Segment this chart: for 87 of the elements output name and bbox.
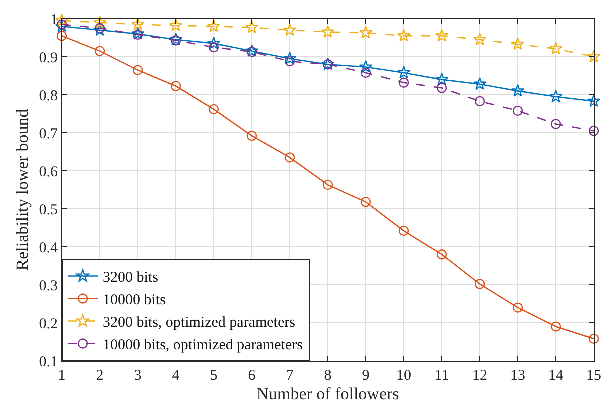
x-tick-label: 3 bbox=[134, 368, 142, 384]
x-tick-label: 10 bbox=[396, 368, 412, 384]
point bbox=[284, 56, 296, 67]
point bbox=[245, 44, 259, 57]
x-tick-label: 13 bbox=[510, 368, 526, 384]
point bbox=[587, 94, 601, 108]
point bbox=[132, 30, 144, 40]
point bbox=[283, 52, 297, 65]
x-tick-label: 14 bbox=[548, 368, 564, 384]
point bbox=[207, 36, 221, 50]
point bbox=[359, 60, 373, 73]
x-tick-label: 8 bbox=[324, 368, 332, 384]
y-tick-label: 0.7 bbox=[39, 126, 58, 142]
x-tick-label: 5 bbox=[210, 368, 218, 384]
point bbox=[359, 26, 373, 39]
point bbox=[132, 65, 144, 76]
legend-label: 10000 bits, optimized parameters bbox=[103, 338, 304, 354]
y-tick-label: 0.6 bbox=[39, 164, 58, 180]
point bbox=[435, 29, 449, 42]
point bbox=[245, 20, 259, 34]
x-axis-title: Number of followers bbox=[256, 384, 400, 404]
point bbox=[550, 322, 562, 332]
point bbox=[435, 72, 449, 86]
point bbox=[588, 334, 600, 344]
point bbox=[473, 77, 487, 90]
point bbox=[321, 25, 335, 38]
point bbox=[207, 20, 221, 32]
legend-label: 10000 bits bbox=[103, 292, 166, 309]
point bbox=[56, 20, 68, 30]
legend-label: 3200 bits, optimized parameters bbox=[103, 315, 296, 332]
point bbox=[169, 18, 183, 32]
point bbox=[360, 197, 372, 208]
y-tick-label: 0.1 bbox=[39, 354, 58, 370]
point bbox=[588, 126, 600, 136]
point bbox=[474, 279, 486, 290]
x-tick-label: 4 bbox=[172, 368, 180, 384]
point bbox=[511, 84, 525, 97]
legend-label: 3200 bits bbox=[103, 270, 159, 286]
point bbox=[170, 36, 182, 46]
point bbox=[208, 104, 220, 115]
point bbox=[398, 78, 410, 88]
point bbox=[94, 46, 106, 56]
point bbox=[398, 226, 410, 236]
x-tick-label: 6 bbox=[248, 368, 256, 384]
y-tick-label: 0.2 bbox=[39, 316, 58, 332]
point bbox=[246, 130, 258, 142]
x-tick-label: 7 bbox=[286, 368, 294, 384]
point bbox=[397, 29, 411, 42]
y-tick-label: 0.5 bbox=[39, 202, 58, 218]
point bbox=[550, 119, 562, 130]
y-tick-label: 0.8 bbox=[39, 88, 58, 104]
point bbox=[511, 38, 525, 50]
point bbox=[284, 152, 296, 163]
point bbox=[170, 81, 182, 92]
point bbox=[322, 180, 334, 190]
point bbox=[94, 23, 106, 34]
y-tick-label: 1 bbox=[50, 12, 58, 28]
point bbox=[512, 106, 524, 116]
x-tick-label: 11 bbox=[434, 368, 450, 384]
point bbox=[55, 20, 69, 32]
point bbox=[360, 68, 372, 78]
point bbox=[512, 302, 524, 313]
y-tick-label: 0.3 bbox=[39, 278, 58, 294]
x-tick-label: 15 bbox=[586, 368, 602, 384]
y-tick-label: 0.4 bbox=[39, 240, 58, 256]
point bbox=[436, 250, 448, 260]
y-tick-label: 0.9 bbox=[39, 50, 58, 66]
point bbox=[93, 16, 107, 28]
point bbox=[246, 46, 258, 58]
x-tick-label: 12 bbox=[472, 368, 488, 384]
point bbox=[587, 50, 601, 63]
point bbox=[436, 83, 448, 94]
point bbox=[549, 90, 563, 103]
point bbox=[474, 96, 486, 107]
point bbox=[93, 24, 107, 36]
point bbox=[131, 18, 145, 30]
point bbox=[131, 27, 145, 40]
point bbox=[169, 33, 183, 46]
point bbox=[473, 33, 487, 46]
point bbox=[549, 42, 563, 55]
point bbox=[56, 31, 68, 42]
point bbox=[397, 66, 411, 79]
x-tick-label: 9 bbox=[362, 368, 370, 384]
point bbox=[208, 42, 220, 53]
point bbox=[283, 24, 297, 36]
x-tick-label: 2 bbox=[96, 368, 104, 384]
y-axis-title: Reliability lower bound bbox=[12, 108, 32, 271]
